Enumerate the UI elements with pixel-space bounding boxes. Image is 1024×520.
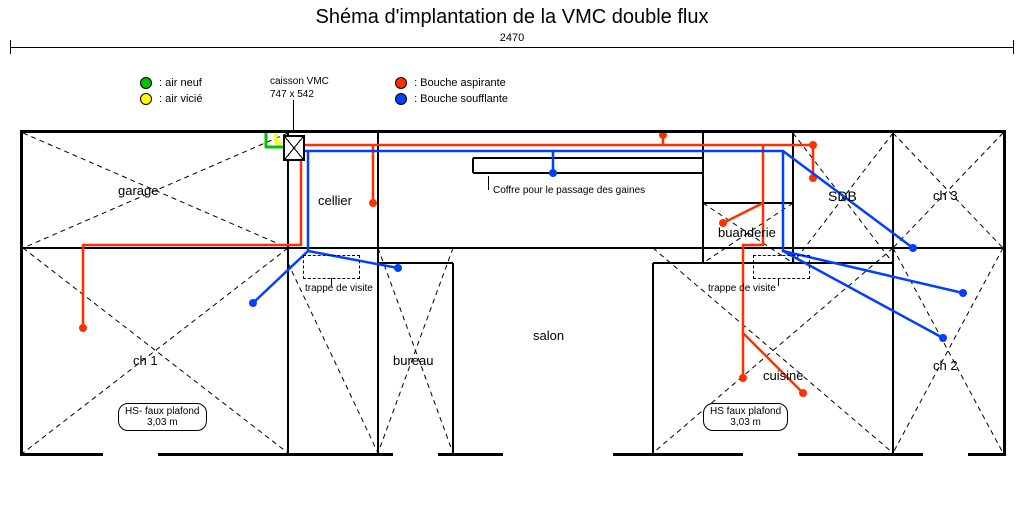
dot-red-icon <box>395 77 407 89</box>
room-salon: salon <box>533 328 564 343</box>
room-ch3: ch 3 <box>933 188 958 203</box>
room-garage: garage <box>118 183 158 198</box>
overall-dimension-line: 2470 <box>10 40 1014 54</box>
room-sdb: SDB <box>828 188 857 204</box>
dot-green-icon <box>140 77 152 89</box>
trappe-left-icon <box>303 255 360 279</box>
door-gap <box>103 450 158 458</box>
height-box-right: HS faux plafond 3,03 m <box>703 403 788 431</box>
legend-air-vicie: : air vicié <box>140 91 202 107</box>
door-gap <box>923 450 968 458</box>
trappe-right-icon <box>753 255 810 279</box>
door-gap <box>503 450 613 458</box>
coffre-note: Coffre pour le passage des gaines <box>493 185 645 196</box>
floor-plan: garage cellier SDB ch 3 buanderie ch 1 b… <box>20 130 1006 456</box>
door-gap <box>743 450 798 458</box>
legend-left: : air neuf : air vicié <box>140 75 202 107</box>
trappe-left-label: trappe de visite <box>305 283 373 294</box>
room-ch1: ch 1 <box>133 353 158 368</box>
legend-soufflante: : Bouche soufflante <box>395 91 508 107</box>
room-cuisine: cuisine <box>763 368 803 383</box>
diagram-canvas: Shéma d'implantation de la VMC double fl… <box>0 0 1024 520</box>
trappe-left-leader <box>331 278 332 286</box>
height-box-left: HS- faux plafond 3,03 m <box>118 403 207 431</box>
legend-aspirante: : Bouche aspirante <box>395 75 508 91</box>
dot-yellow-icon <box>140 93 152 105</box>
dot-blue-icon <box>395 93 407 105</box>
vmc-caisson-label: caisson VMC 747 x 542 <box>270 75 329 101</box>
coffre-leader <box>488 176 489 190</box>
overall-dimension-label: 2470 <box>496 32 528 44</box>
room-bureau: bureau <box>393 353 433 368</box>
room-ch2: ch 2 <box>933 358 958 373</box>
room-buanderie: buanderie <box>718 225 776 240</box>
trappe-right-leader <box>778 278 779 286</box>
room-cellier: cellier <box>318 193 352 208</box>
page-title: Shéma d'implantation de la VMC double fl… <box>0 6 1024 29</box>
vmc-caisson-icon <box>283 135 305 161</box>
legend-right: : Bouche aspirante : Bouche soufflante <box>395 75 508 107</box>
legend-air-neuf: : air neuf <box>140 75 202 91</box>
trappe-right-label: trappe de visite <box>708 283 776 294</box>
door-gap <box>393 450 438 458</box>
